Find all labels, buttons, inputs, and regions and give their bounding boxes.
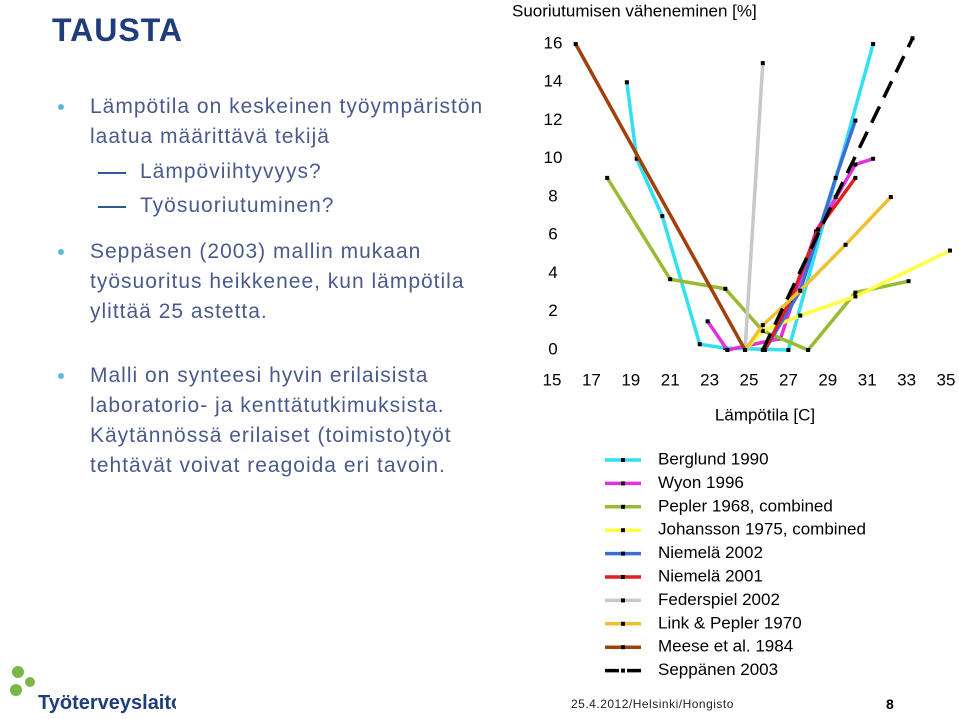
page-number: 8 [886, 696, 894, 712]
data-point [725, 348, 730, 352]
y-tick-label: 6 [548, 225, 557, 244]
data-point [798, 313, 803, 318]
data-point [573, 42, 578, 46]
legend-label: Seppänen 2003 [658, 660, 778, 679]
sub-bullet: Lämpöviihtyvyys? [90, 155, 508, 189]
bullet: Malli on synteesi hyvin erilaisista labo… [58, 361, 508, 481]
legend-label: Link & Pepler 1970 [658, 613, 802, 632]
legend-label: Meese et al. 1984 [658, 637, 793, 656]
logo-dot [25, 677, 35, 687]
sub-bullet: Työsuoriutuminen? [90, 189, 508, 223]
data-point [871, 156, 876, 161]
data-point [815, 227, 820, 232]
data-point [853, 290, 858, 295]
logo: Työterveyslaitos [10, 666, 176, 714]
legend-marker [621, 504, 625, 509]
logo-dot [10, 684, 22, 696]
data-point [906, 279, 911, 284]
x-tick-label: 23 [700, 370, 719, 389]
y-tick-label: 2 [548, 301, 557, 320]
sub-list: Lämpöviihtyvyys? Työsuoriutuminen? [90, 155, 508, 223]
legend-marker [621, 621, 625, 626]
x-axis-title: Lämpötila [C] [715, 405, 815, 424]
data-point [806, 348, 811, 352]
data-point [743, 348, 748, 352]
x-tick-label: 29 [818, 370, 837, 389]
data-point [888, 195, 893, 199]
legend-marker [621, 668, 625, 673]
data-point [871, 42, 876, 46]
data-point [853, 175, 858, 180]
legend-label: Wyon 1996 [658, 473, 744, 492]
x-tick-label: 33 [897, 370, 916, 389]
data-point [843, 242, 848, 247]
data-point [853, 162, 858, 167]
data-point [634, 156, 639, 161]
logo-text: Työterveyslaitos [38, 692, 176, 714]
y-tick-label: 0 [548, 339, 557, 358]
y-tick-label: 8 [548, 186, 557, 205]
data-point [833, 195, 838, 199]
footer-text: 25.4.2012/Helsinki/Hongisto [571, 697, 734, 711]
bullet-list: Lämpötila on keskeinen työympäristön laa… [58, 92, 508, 481]
legend-marker [621, 598, 625, 603]
data-point [853, 118, 858, 123]
data-point [660, 214, 665, 219]
legend-label: Niemelä 2001 [658, 566, 763, 585]
data-point [760, 323, 765, 328]
logo-dot [12, 666, 24, 678]
x-tick-label: 21 [661, 370, 680, 389]
series-line [706, 157, 874, 352]
data-point [853, 294, 858, 299]
y-tick-label: 4 [548, 263, 557, 282]
data-point [705, 319, 710, 324]
series-line [574, 43, 747, 351]
series-line [743, 195, 893, 352]
data-point [760, 61, 765, 66]
legend-label: Pepler 1968, combined [658, 496, 833, 515]
data-point [723, 286, 728, 291]
legend-label: Johansson 1975, combined [658, 520, 866, 539]
x-tick-label: 15 [543, 370, 562, 389]
bullet: Lämpötila on keskeinen työympäristön laa… [58, 92, 508, 223]
data-point [668, 277, 673, 282]
y-axis-title: Suoriutumisen väheneminen [%] [512, 1, 757, 20]
data-point [605, 175, 610, 180]
legend-marker [621, 458, 625, 462]
legend-label: Niemelä 2002 [658, 543, 763, 562]
legend-marker [621, 645, 625, 650]
x-tick-label: 31 [858, 370, 877, 389]
data-point [697, 342, 702, 347]
legend-marker [621, 575, 625, 579]
legend-label: Berglund 1990 [658, 449, 769, 468]
y-tick-label: 14 [544, 72, 563, 91]
data-point [760, 328, 765, 333]
x-tick-label: 19 [621, 370, 640, 389]
y-tick-label: 12 [544, 110, 563, 129]
data-point [760, 348, 765, 352]
y-tick-label: 10 [544, 148, 563, 167]
legend-marker [621, 551, 625, 556]
legend-marker [621, 481, 625, 486]
legend-label: Federspiel 2002 [658, 590, 780, 609]
bullet-text: Lämpötila on keskeinen työympäristön laa… [90, 95, 484, 148]
slide-title: TAUSTA [52, 12, 184, 48]
data-point [910, 36, 915, 41]
legend-marker [621, 528, 625, 533]
data-point [947, 248, 952, 253]
data-point [786, 348, 791, 352]
data-point [624, 80, 629, 85]
y-tick-label: 16 [544, 33, 563, 52]
bullet: Seppäsen (2003) mallin mukaan työsuoritu… [58, 237, 508, 327]
x-tick-label: 35 [937, 370, 956, 389]
x-tick-label: 27 [779, 370, 798, 389]
data-point [833, 175, 838, 180]
series-line [743, 63, 765, 351]
x-tick-label: 25 [740, 370, 759, 389]
data-point [798, 288, 803, 293]
series-line [605, 176, 909, 353]
x-tick-label: 17 [582, 370, 601, 389]
